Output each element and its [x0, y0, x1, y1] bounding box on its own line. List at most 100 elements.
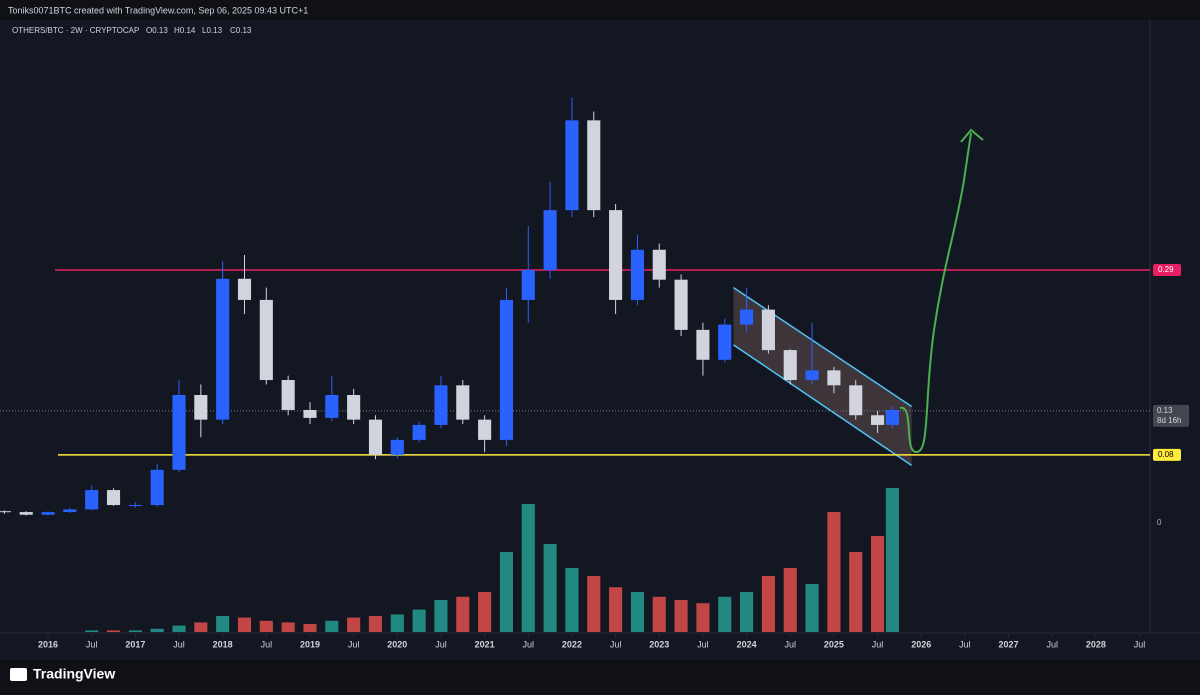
candle-body — [565, 120, 579, 211]
candle-body — [303, 409, 317, 418]
x-tick-label: Jul — [1134, 639, 1146, 649]
x-tick-label: Jul — [523, 639, 535, 649]
x-tick-label: Jul — [173, 639, 185, 649]
volume-bar — [259, 620, 273, 632]
candle-body — [281, 380, 295, 410]
attribution: Toniks0071BTC created with TradingView.c… — [8, 5, 308, 15]
volume-bar — [587, 576, 601, 632]
x-tick-label: 2028 — [1086, 639, 1106, 649]
candle-body — [85, 490, 99, 510]
volume-bar — [456, 596, 470, 632]
candle-body — [740, 309, 754, 325]
candle-body — [885, 409, 899, 425]
candle-body — [106, 490, 121, 506]
candle-body — [805, 370, 819, 381]
candle-body — [347, 395, 361, 420]
channel-fill — [733, 287, 912, 466]
x-tick-label: 2019 — [300, 639, 320, 649]
x-tick-label: 2020 — [387, 639, 407, 649]
projection-arrowhead — [960, 128, 984, 143]
level-label: 0.29 — [1158, 265, 1174, 274]
volume-bar — [609, 587, 623, 632]
candle-body — [434, 385, 448, 425]
volume-bar — [849, 552, 863, 632]
candle-body — [128, 505, 142, 507]
volume-bar — [347, 617, 361, 632]
volume-bar — [740, 592, 754, 632]
volume-bar — [783, 568, 797, 632]
candle-body — [630, 249, 644, 300]
candle-body — [871, 415, 885, 425]
candle-body — [783, 350, 797, 381]
volume-bar — [871, 536, 885, 632]
candle-body — [150, 469, 164, 506]
candle-body — [259, 299, 273, 381]
volume-bar — [281, 622, 295, 632]
x-tick-label: Jul — [784, 639, 796, 649]
candle-body — [652, 249, 666, 280]
candle-body — [390, 439, 404, 455]
x-tick-label: 2027 — [999, 639, 1019, 649]
volume-bar — [368, 616, 383, 632]
candle-body — [761, 309, 775, 351]
volume-bar — [827, 512, 841, 632]
volume-bar — [478, 592, 492, 632]
x-tick-label: 2022 — [562, 639, 582, 649]
volume-bar — [325, 620, 339, 632]
volume-bar — [499, 552, 514, 632]
volume-bar — [761, 576, 775, 632]
logo-text: TradingView — [33, 666, 115, 682]
ohlc-value: H0.14 — [174, 26, 196, 35]
volume-bar — [652, 596, 666, 632]
volume-bar — [565, 568, 579, 632]
last-price-label: 0.13 — [1157, 406, 1173, 415]
volume-axis-label: 0 — [1157, 518, 1162, 527]
volume-bar — [172, 625, 186, 632]
candle-body — [194, 395, 208, 420]
x-tick-label: Jul — [959, 639, 971, 649]
candle-body — [718, 324, 732, 360]
volume-bar — [390, 614, 404, 632]
x-tick-label: Jul — [1046, 639, 1058, 649]
x-tick-label: 2017 — [125, 639, 145, 649]
candle-body — [587, 120, 601, 211]
last-price-box — [1153, 404, 1189, 427]
volume-bar — [718, 596, 732, 632]
x-tick-label: 2016 — [38, 639, 58, 649]
level-label-box — [1153, 264, 1181, 276]
candle-body — [237, 278, 252, 300]
candle-body — [456, 385, 470, 420]
volume-bar — [674, 600, 688, 632]
candle-body — [216, 278, 230, 420]
ohlc-value: L0.13 — [202, 26, 223, 35]
volume-bar — [85, 630, 99, 632]
volume-bar — [194, 622, 208, 632]
projection-curve — [899, 132, 972, 453]
candle-body — [499, 299, 514, 440]
volume-bar — [237, 617, 252, 632]
volume-bar — [106, 630, 121, 632]
logo: TradingView — [10, 666, 115, 682]
ohlc-value: C0.13 — [230, 26, 252, 35]
plot-background — [0, 20, 1200, 660]
x-tick-label: 2023 — [649, 639, 669, 649]
channel-line — [733, 344, 913, 467]
candle-body — [827, 370, 841, 386]
volume-bar — [434, 600, 448, 632]
x-tick-label: 2021 — [475, 639, 495, 649]
x-tick-label: Jul — [86, 639, 98, 649]
candle-body — [172, 395, 186, 470]
volume-bar — [885, 488, 899, 632]
candle-body — [325, 395, 339, 418]
level-label: 0.08 — [1158, 450, 1174, 459]
x-tick-label: Jul — [261, 639, 273, 649]
volume-bar — [128, 630, 142, 632]
x-tick-label: 2018 — [213, 639, 233, 649]
candle-body — [19, 512, 33, 515]
x-tick-label: Jul — [610, 639, 622, 649]
volume-bar — [412, 609, 426, 632]
candle-body — [0, 511, 11, 513]
candle-body — [478, 419, 492, 440]
volume-bar — [696, 603, 710, 632]
